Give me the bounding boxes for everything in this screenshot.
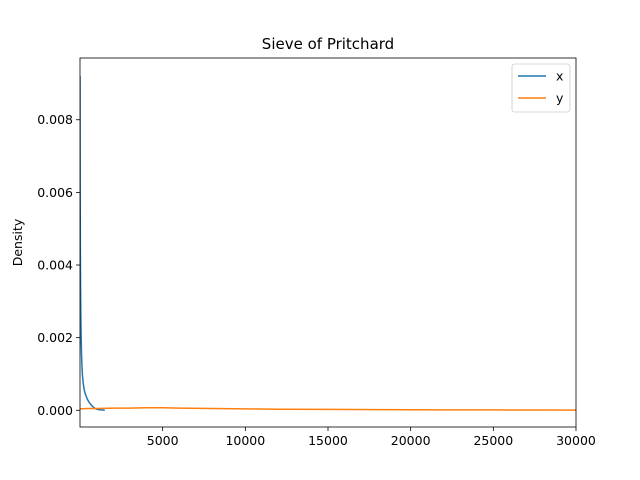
y-tick-label: 0.000 bbox=[37, 403, 73, 418]
x-tick-label: 30000 bbox=[556, 433, 596, 448]
y-tick-label: 0.008 bbox=[37, 112, 73, 127]
x-tick-label: 25000 bbox=[473, 433, 513, 448]
y-tick-label: 0.002 bbox=[37, 330, 73, 345]
legend-label-y: y bbox=[556, 91, 564, 106]
chart-title: Sieve of Pritchard bbox=[262, 35, 394, 53]
x-tick-label: 20000 bbox=[391, 433, 431, 448]
series-line-x bbox=[80, 76, 105, 412]
y-tick-label: 0.006 bbox=[37, 185, 73, 200]
y-tick-label: 0.004 bbox=[37, 258, 73, 273]
axes-frame bbox=[79, 57, 577, 428]
x-tick-label: 15000 bbox=[308, 433, 348, 448]
legend: xy bbox=[511, 63, 571, 113]
x-tick-label: 5000 bbox=[147, 433, 179, 448]
legend-label-x: x bbox=[556, 69, 563, 84]
x-tick-label: 10000 bbox=[225, 433, 265, 448]
y-axis-label: Density bbox=[10, 218, 25, 266]
plot-area: 5000 10000 15000 20000 25000 30000 0.000 0.002 0… bbox=[37, 57, 596, 448]
series-line-y bbox=[80, 407, 576, 411]
